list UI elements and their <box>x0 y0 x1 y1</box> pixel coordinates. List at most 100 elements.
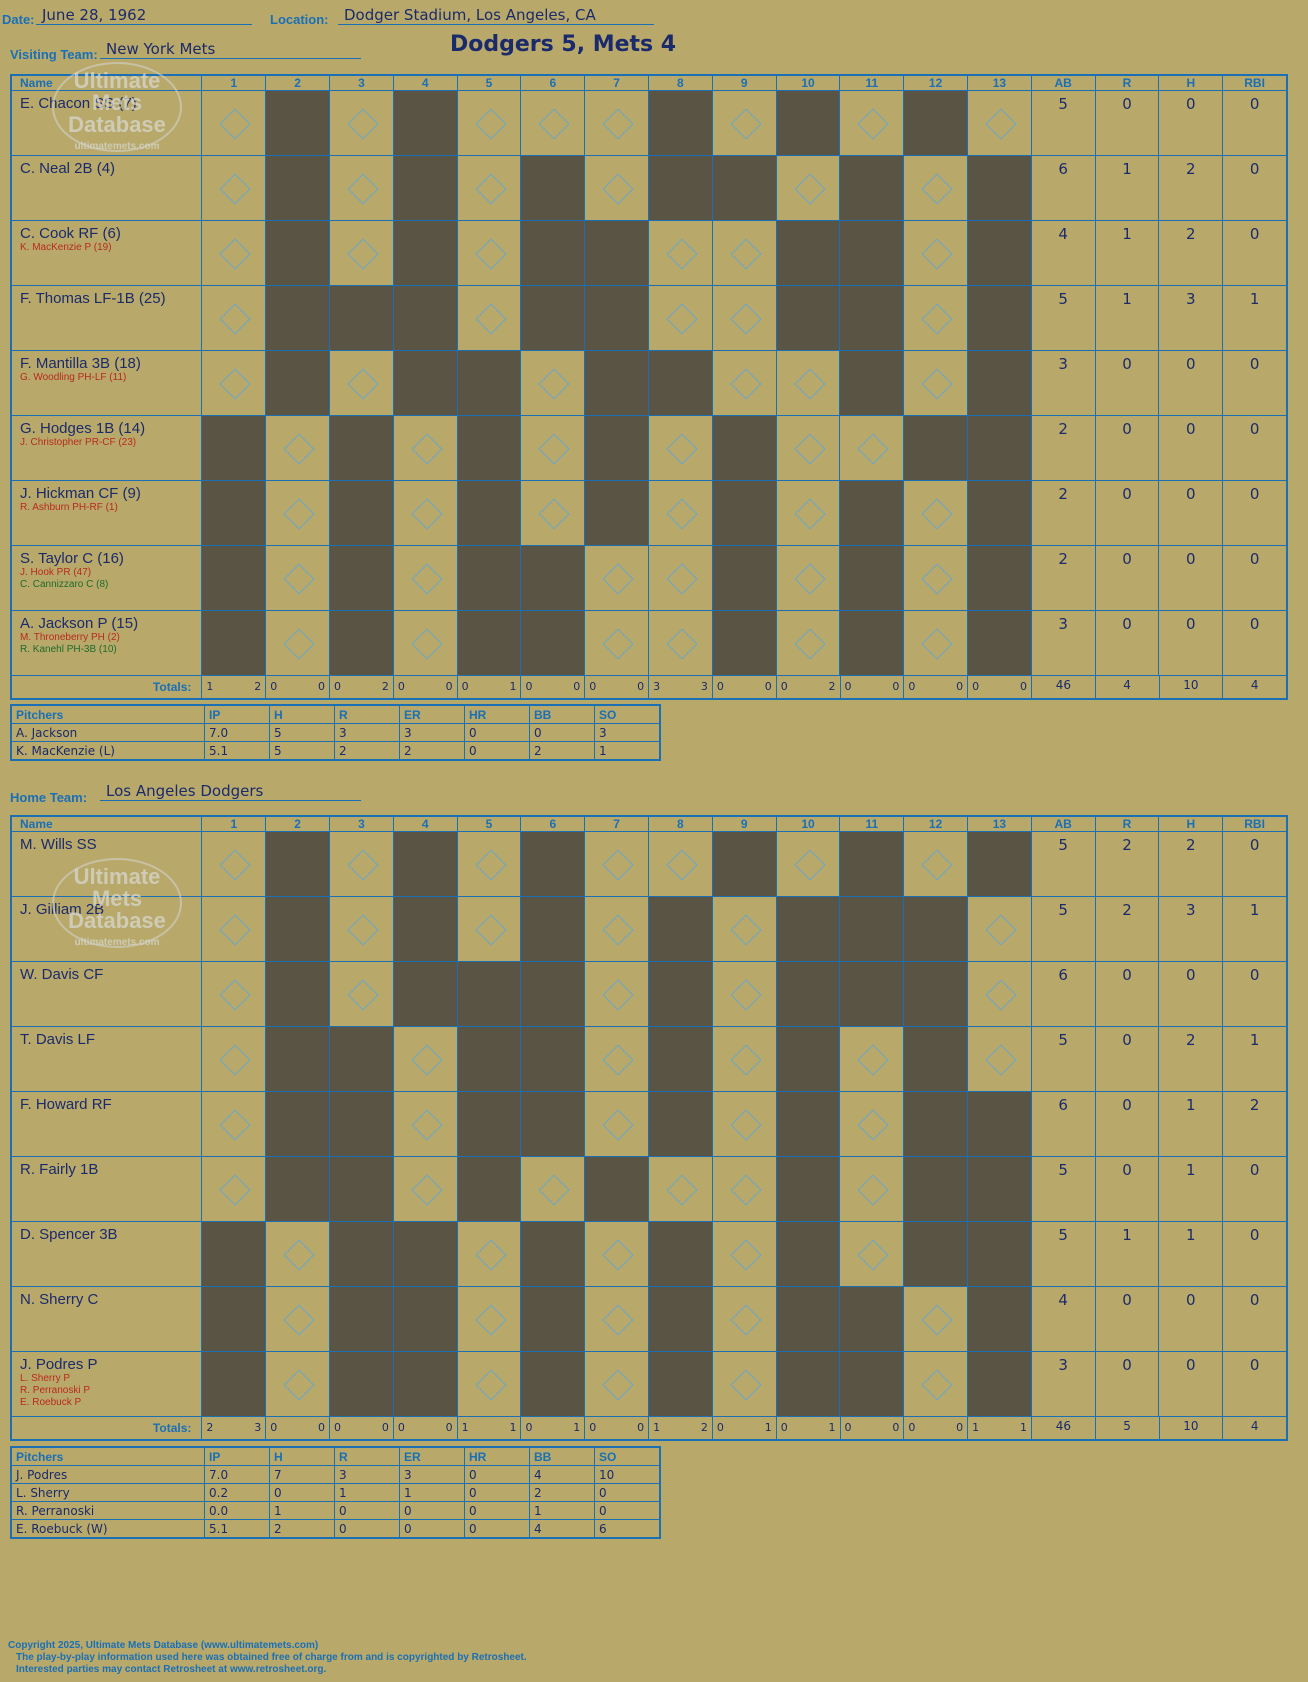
basepath-diamond <box>730 1109 762 1141</box>
inning-cell <box>265 481 329 545</box>
inning-cell <box>775 1027 840 1091</box>
basepath-diamond <box>730 914 762 946</box>
inning-cell <box>265 351 330 415</box>
inning-cell <box>775 481 840 545</box>
visiting-team-value: New York Mets <box>100 40 361 59</box>
inning-cell <box>711 156 776 220</box>
inning-cell <box>648 962 712 1026</box>
column-header: 3 <box>329 817 393 831</box>
substitute-name: K. MacKenzie P (19) <box>20 242 112 253</box>
home-pitchers-table: Pitchers IP H R ER HR BB SO J. Podres 7.0 7 3 3 0 4 10 L… <box>10 1446 661 1539</box>
inning-cell <box>903 897 967 961</box>
inning-cell <box>648 481 712 545</box>
inning-cell <box>201 897 265 961</box>
batting-stat: 1 <box>1094 1222 1159 1286</box>
inning-cell <box>456 611 521 675</box>
inning-cell <box>265 91 330 155</box>
pitching-header: HR <box>464 704 530 724</box>
batting-stat: 1 <box>1222 286 1286 350</box>
batting-stat: 0 <box>1094 1287 1159 1351</box>
inning-cell <box>201 611 266 675</box>
column-header: 4 <box>392 76 457 90</box>
column-header: Name <box>20 817 53 831</box>
basepath-diamond <box>602 1369 634 1401</box>
visitor-batter-row: A. Jackson P (15) M. Throneberry PH (2) R.… <box>12 611 1286 676</box>
basepath-diamond <box>411 628 443 660</box>
basepath-diamond <box>283 498 315 530</box>
inning-cell <box>392 611 457 675</box>
basepath-diamond <box>921 368 953 400</box>
inning-cell <box>392 91 457 155</box>
column-header: 12 <box>903 76 967 90</box>
inning-cell <box>648 91 712 155</box>
column-header: Name <box>20 76 53 90</box>
inning-cell <box>456 1352 521 1416</box>
column-header: H <box>1158 76 1222 90</box>
inning-cell <box>839 1027 903 1091</box>
basepath-diamond <box>347 368 379 400</box>
basepath-diamond <box>794 173 826 205</box>
inning-cell <box>648 1287 712 1351</box>
inning-cell <box>520 546 585 610</box>
pitching-stat: 0.0 <box>204 1501 270 1520</box>
location-label: Location: <box>270 12 329 27</box>
basepath-diamond <box>283 628 315 660</box>
basepath-diamond <box>921 238 953 270</box>
batting-stat: 0 <box>1158 546 1222 610</box>
batting-stat: 0 <box>1158 416 1222 480</box>
batting-stat: 0 <box>1094 1027 1159 1091</box>
inning-cell <box>456 286 521 350</box>
inning-cell <box>201 156 265 220</box>
inning-cell <box>775 91 840 155</box>
total-stat: 4 <box>1222 676 1286 698</box>
inning-cell <box>648 1222 712 1286</box>
inning-cell <box>456 1222 521 1286</box>
basepath-diamond <box>602 1304 634 1336</box>
player-name: F. Thomas LF-1B (25) <box>20 290 166 307</box>
inning-cell <box>839 611 904 675</box>
batting-stat: 1 <box>1158 1092 1222 1156</box>
batting-stat: 1 <box>1094 156 1159 220</box>
inning-cell <box>201 546 266 610</box>
inning-cell <box>839 546 904 610</box>
pitching-stat: 0 <box>464 1483 530 1502</box>
substitute-name: L. Sherry P <box>20 1373 71 1384</box>
inning-cell <box>711 416 776 480</box>
basepath-diamond <box>219 1044 251 1076</box>
basepath-diamond <box>921 1369 953 1401</box>
basepath-diamond <box>347 979 379 1011</box>
batting-stat: 5 <box>1030 1027 1095 1091</box>
inning-cell <box>711 832 776 896</box>
batting-stat: 0 <box>1158 91 1222 155</box>
pitcher-name: A. Jackson <box>10 723 205 742</box>
basepath-diamond <box>602 628 634 660</box>
inning-cell <box>520 416 584 480</box>
column-header: 2 <box>265 817 329 831</box>
player-name: S. Taylor C (16) <box>20 550 124 567</box>
inning-cell <box>584 1092 648 1156</box>
inning-cell <box>711 351 776 415</box>
pitching-stat: 2 <box>399 741 465 761</box>
basepath-diamond <box>794 563 826 595</box>
visitor-batter-row: J. Hickman CF (9) R. Ashburn PH-RF (1) 2 0 0… <box>12 481 1286 546</box>
home-batter-row: T. Davis LF 5 0 2 1 <box>12 1027 1286 1092</box>
batting-stat: 0 <box>1158 962 1222 1026</box>
inning-cell <box>329 1352 393 1416</box>
inning-cell <box>584 351 649 415</box>
batting-stat: 3 <box>1030 1352 1095 1416</box>
basepath-diamond <box>602 914 634 946</box>
basepath-diamond <box>538 1174 570 1206</box>
player-name: D. Spencer 3B <box>20 1226 118 1243</box>
batting-stat: 2 <box>1094 897 1159 961</box>
basepath-diamond <box>602 108 634 140</box>
home-batter-row: D. Spencer 3B 5 1 1 0 <box>12 1222 1286 1287</box>
basepath-diamond <box>347 849 379 881</box>
basepath-diamond <box>666 433 698 465</box>
